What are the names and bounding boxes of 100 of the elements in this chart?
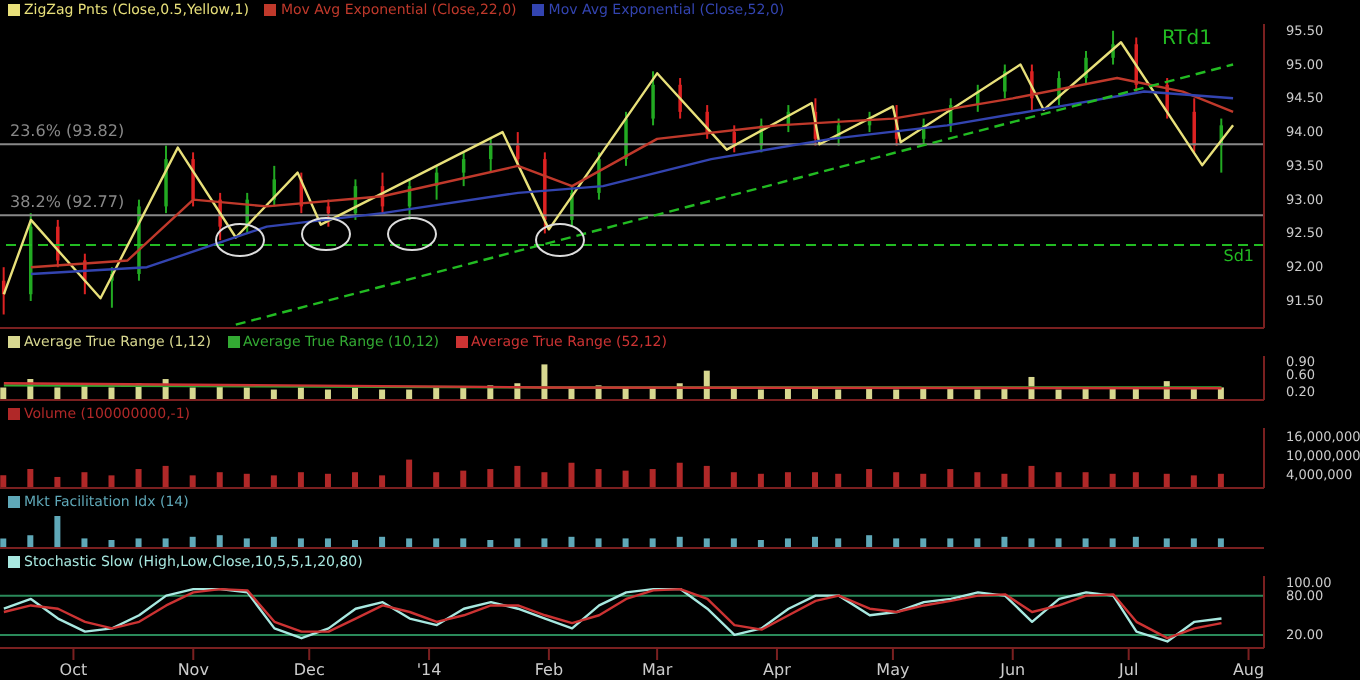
annotation: RTd1	[1161, 28, 1212, 50]
bar	[324, 473, 331, 488]
bar	[297, 538, 304, 548]
bar	[622, 538, 629, 548]
x-tick-label: Jul	[1117, 661, 1139, 680]
bar	[676, 462, 683, 488]
bar	[622, 470, 629, 488]
bar	[568, 536, 575, 548]
bar	[1109, 538, 1116, 548]
bar	[189, 387, 196, 400]
bar	[243, 538, 250, 548]
bar	[189, 475, 196, 488]
bar	[0, 475, 7, 488]
bar	[406, 459, 413, 488]
bar	[541, 538, 548, 548]
bar	[54, 387, 61, 400]
bar	[835, 473, 842, 488]
bar	[812, 536, 819, 548]
bar	[27, 535, 34, 548]
x-tick-label: Nov	[177, 661, 210, 680]
bar	[1109, 473, 1116, 488]
bar	[108, 387, 115, 400]
bar	[595, 469, 602, 488]
bar	[974, 538, 981, 548]
bar	[1028, 538, 1035, 548]
candlestick	[191, 151, 195, 208]
candlestick	[678, 77, 682, 120]
bar	[0, 387, 7, 400]
bar	[297, 472, 304, 488]
bar	[1082, 538, 1089, 548]
x-tick-label: Apr	[763, 661, 793, 680]
bar	[866, 469, 873, 488]
bar	[162, 465, 169, 488]
bar	[27, 469, 34, 488]
bar	[81, 538, 88, 548]
bar	[54, 476, 61, 488]
candlestick	[1192, 97, 1196, 154]
bar	[1001, 536, 1008, 548]
bar	[812, 472, 819, 488]
bar	[1082, 472, 1089, 488]
bar	[541, 364, 548, 400]
bar	[270, 536, 277, 548]
bar	[514, 538, 521, 548]
x-tick-label: Feb	[534, 661, 564, 680]
bar	[1217, 538, 1224, 548]
candlestick	[516, 131, 520, 167]
candlestick	[1084, 50, 1088, 86]
ref-line-label: 38.2% (92.77)	[10, 192, 125, 211]
bar	[514, 465, 521, 488]
bar	[757, 473, 764, 488]
bar	[433, 538, 440, 548]
bar	[947, 469, 954, 488]
bar	[108, 475, 115, 488]
bar	[595, 538, 602, 548]
x-tick-label: Jun	[998, 661, 1026, 680]
bar	[1001, 473, 1008, 488]
ref-line-label: Sd1	[1223, 246, 1254, 265]
candlestick	[651, 70, 655, 127]
bar	[406, 538, 413, 548]
bar	[54, 516, 61, 548]
bar	[460, 470, 467, 488]
bar	[216, 535, 223, 548]
bar	[703, 465, 710, 488]
bar	[135, 538, 142, 548]
bar	[1217, 473, 1224, 488]
bar	[0, 538, 7, 548]
candlestick	[624, 110, 628, 167]
bar	[243, 473, 250, 488]
x-tick-label: May	[876, 661, 910, 680]
x-tick-label: Oct	[59, 661, 88, 680]
bar	[947, 538, 954, 548]
bar	[893, 538, 900, 548]
bar	[433, 472, 440, 488]
x-tick-label: Dec	[293, 661, 325, 680]
bar	[487, 469, 494, 488]
bar	[676, 536, 683, 548]
bar	[649, 469, 656, 488]
bar	[189, 536, 196, 548]
bar	[135, 469, 142, 488]
bar	[243, 387, 250, 400]
bar	[784, 472, 791, 488]
bar	[216, 472, 223, 488]
bar	[81, 472, 88, 488]
bar	[1163, 473, 1170, 488]
bar	[1055, 472, 1062, 488]
candlestick	[1003, 63, 1007, 100]
bar	[1163, 538, 1170, 548]
candlestick	[1111, 29, 1115, 66]
bar	[1132, 472, 1139, 488]
bar	[920, 473, 927, 488]
bar	[835, 538, 842, 548]
bar	[162, 538, 169, 548]
bar	[379, 536, 386, 548]
bar	[568, 462, 575, 488]
candlestick	[705, 104, 709, 140]
bar	[352, 472, 359, 488]
bar	[1190, 475, 1197, 488]
x-tick-label: '14	[416, 661, 442, 680]
bar	[324, 538, 331, 548]
bar	[460, 538, 467, 548]
